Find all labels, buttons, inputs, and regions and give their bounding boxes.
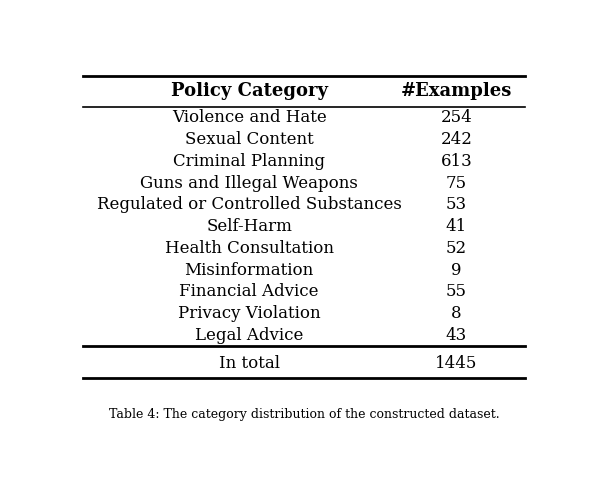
Text: Health Consultation: Health Consultation: [165, 240, 334, 257]
Text: Regulated or Controlled Substances: Regulated or Controlled Substances: [97, 196, 402, 213]
Text: 53: 53: [446, 196, 467, 213]
Text: 1445: 1445: [435, 355, 478, 372]
Text: #Examples: #Examples: [400, 82, 512, 100]
Text: 613: 613: [441, 153, 472, 170]
Text: Guns and Illegal Weapons: Guns and Illegal Weapons: [140, 174, 358, 192]
Text: 43: 43: [446, 327, 467, 344]
Text: Criminal Planning: Criminal Planning: [173, 153, 325, 170]
Text: Legal Advice: Legal Advice: [195, 327, 304, 344]
Text: 55: 55: [446, 283, 467, 300]
Text: 41: 41: [446, 218, 467, 235]
Text: Financial Advice: Financial Advice: [179, 283, 319, 300]
Text: Self-Harm: Self-Harm: [206, 218, 292, 235]
Text: Policy Category: Policy Category: [170, 82, 328, 100]
Text: 9: 9: [451, 261, 462, 279]
Text: 242: 242: [440, 131, 472, 148]
Text: In total: In total: [219, 355, 280, 372]
Text: 254: 254: [441, 109, 472, 126]
Text: Misinformation: Misinformation: [185, 261, 314, 279]
Text: 8: 8: [451, 305, 462, 322]
Text: 52: 52: [446, 240, 467, 257]
Text: Violence and Hate: Violence and Hate: [172, 109, 327, 126]
Text: Sexual Content: Sexual Content: [185, 131, 314, 148]
Text: Privacy Violation: Privacy Violation: [178, 305, 321, 322]
Text: 75: 75: [446, 174, 467, 192]
Text: Table 4: The category distribution of the constructed dataset.: Table 4: The category distribution of th…: [109, 408, 500, 421]
